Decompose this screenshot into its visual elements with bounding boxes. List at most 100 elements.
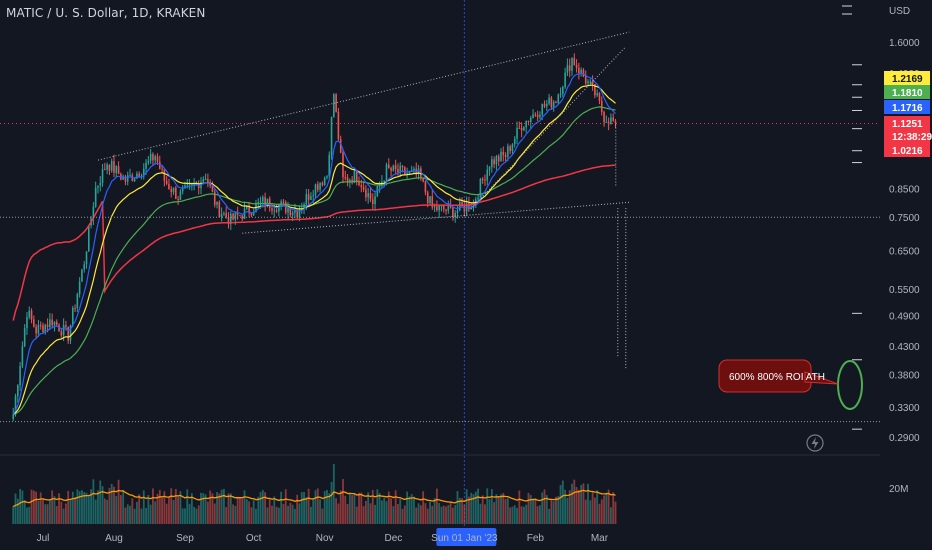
currency-label[interactable]: USD — [889, 6, 911, 17]
candle-body — [259, 201, 262, 203]
volume-bar — [300, 492, 303, 524]
volume-bar — [408, 496, 411, 524]
lightning-icon-bolt — [811, 437, 819, 449]
volume-bar — [513, 505, 516, 524]
volume-bar — [12, 506, 15, 524]
candle-body — [175, 187, 177, 200]
candle-body — [58, 324, 60, 332]
volume-bar — [284, 489, 287, 524]
volume-bar — [442, 505, 445, 524]
candle-body — [562, 86, 564, 95]
candle-body — [513, 138, 516, 145]
candle-body — [227, 217, 230, 225]
candle-body — [262, 197, 264, 202]
candle-body — [28, 310, 31, 317]
candle-body — [509, 146, 511, 152]
volume-bar — [184, 508, 186, 524]
volume-bar — [113, 486, 115, 524]
price-badge: 1.1810 — [884, 85, 930, 99]
candle-body — [481, 178, 484, 180]
candle-body — [204, 179, 207, 181]
candle-body — [596, 93, 598, 96]
candle-body — [440, 205, 443, 207]
volume-bar — [37, 500, 40, 524]
volume-bar — [371, 489, 374, 524]
volume-bar — [115, 496, 118, 524]
volume-bar — [417, 503, 420, 524]
volume-bar — [378, 492, 381, 524]
volume-bar — [394, 490, 397, 524]
price-badge-bg — [884, 100, 930, 114]
candle-body — [527, 120, 530, 122]
candle-body — [546, 103, 548, 107]
candle-body — [172, 187, 175, 193]
volume-bar — [142, 490, 145, 524]
candle-body — [229, 213, 232, 225]
volume-bar — [342, 479, 344, 524]
volume-bar — [358, 492, 360, 524]
volume-bar — [582, 483, 585, 524]
candle-body — [497, 156, 500, 162]
candle-body — [333, 94, 335, 118]
volume-bar — [536, 506, 539, 524]
y-tick-label: 0.2900 — [889, 433, 920, 444]
candle-body — [266, 198, 269, 207]
volume-bar — [381, 500, 383, 524]
candle-body — [44, 324, 47, 333]
candle-body — [193, 183, 195, 185]
volume-bar — [568, 490, 571, 524]
volume-bars — [12, 464, 617, 524]
volume-bar — [584, 499, 587, 524]
candle-body — [394, 165, 397, 169]
volume-bar — [463, 504, 466, 524]
volume-bar — [401, 508, 404, 524]
candle-body — [589, 81, 592, 83]
volume-bar — [600, 499, 603, 524]
candle-body — [575, 65, 578, 68]
x-tick-label: Aug — [105, 533, 123, 544]
candle-body — [250, 213, 253, 216]
candle-body — [76, 294, 79, 308]
candle-body — [458, 202, 461, 211]
candle-body — [410, 170, 413, 172]
candle-body — [468, 203, 470, 210]
candle-body — [438, 205, 440, 211]
volume-bar — [140, 508, 143, 524]
volume-bar — [266, 507, 269, 524]
volume-bar — [383, 497, 386, 524]
volume-bar — [447, 505, 450, 524]
lightning-icon[interactable] — [806, 434, 824, 452]
volume-bar — [206, 501, 209, 524]
volume-bar — [465, 489, 468, 524]
price-badge: 1.0216 — [884, 143, 930, 157]
candle-body — [213, 191, 216, 205]
candle-body — [351, 179, 353, 183]
volume-bar — [106, 499, 109, 524]
candle-body — [248, 205, 250, 214]
candle-body — [548, 97, 550, 104]
volume-bar — [346, 504, 349, 524]
trend-line — [242, 201, 630, 234]
volume-bar — [85, 492, 88, 524]
volume-bar — [158, 489, 161, 524]
volume-bar — [330, 482, 333, 524]
candle-body — [60, 331, 63, 336]
volume-bar — [557, 495, 560, 524]
volume-bar — [593, 497, 596, 524]
candle-body — [218, 201, 221, 218]
candle-body — [413, 168, 415, 171]
candle-body — [186, 184, 189, 186]
volume-bar — [335, 498, 338, 524]
volume-bar — [236, 496, 239, 524]
volume-bar — [101, 486, 104, 524]
volume-bar — [410, 494, 413, 524]
x-tick-label: Sun 01 Jan '23 — [431, 533, 498, 544]
volume-bar — [234, 505, 237, 524]
candle-body — [525, 120, 527, 128]
volume-bar — [60, 501, 63, 524]
candle-body — [106, 164, 108, 170]
volume-bar — [561, 480, 564, 524]
volume-bar — [529, 495, 532, 524]
volume-bar — [413, 496, 415, 524]
